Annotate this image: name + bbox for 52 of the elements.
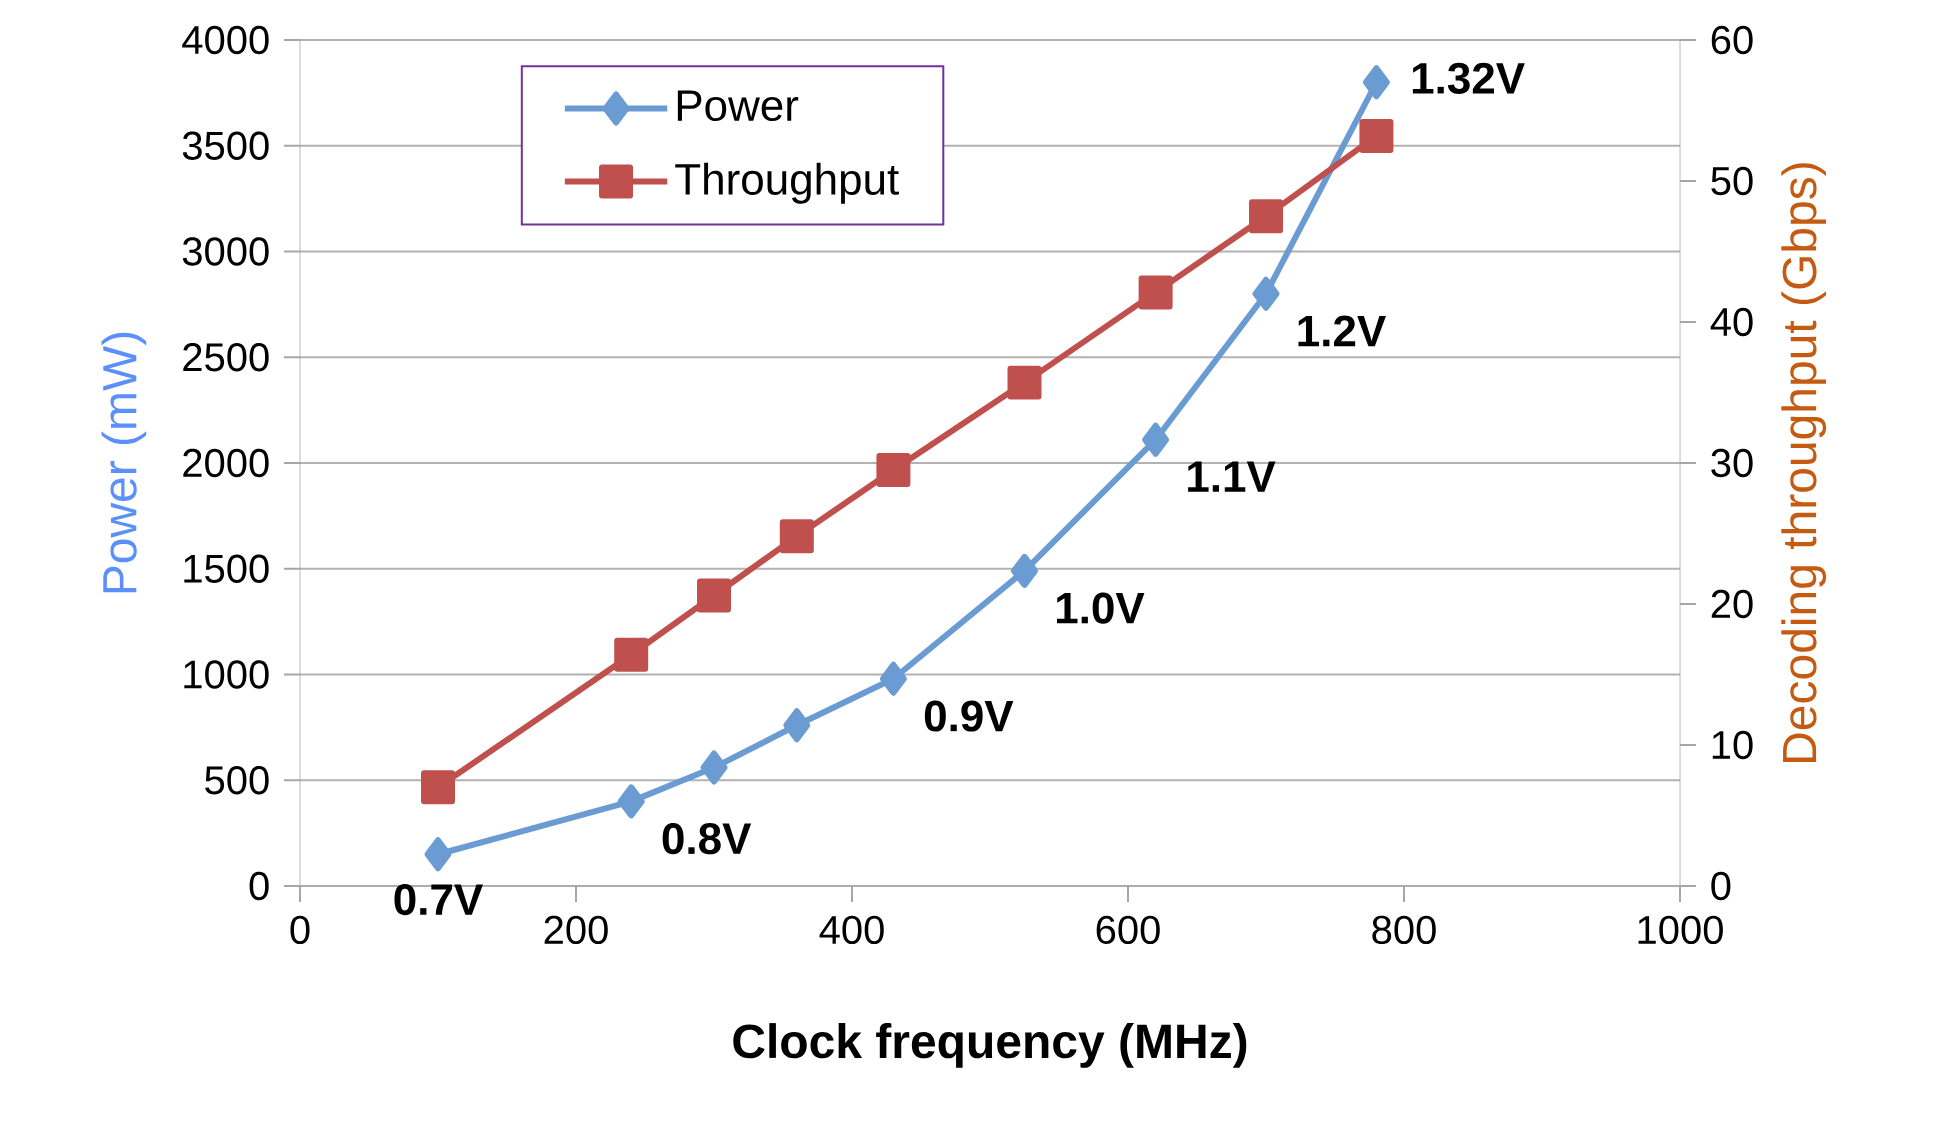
y-tick-label: 1000 [184, 660, 269, 689]
annotation: 1.1V [1188, 461, 1276, 492]
y-tick-label: 3000 [182, 237, 269, 266]
point [876, 453, 911, 488]
legend-label: Throughput [675, 162, 899, 204]
point [614, 637, 649, 672]
annotation: 0.7V [394, 883, 483, 916]
y-axis-title: Power (mW) [101, 332, 147, 593]
point [779, 519, 814, 554]
y-tick-label: 3500 [182, 131, 269, 160]
point [1362, 65, 1390, 100]
point [1252, 276, 1280, 311]
legend-label: Power [677, 90, 799, 122]
point [421, 770, 456, 805]
y-tick-label: 1500 [184, 554, 269, 583]
point [879, 661, 907, 696]
y2-tick-label: 40 [1710, 307, 1753, 337]
point [697, 578, 732, 613]
y2-tick-label: 60 [1711, 25, 1753, 55]
y-tick-label: 4000 [182, 25, 269, 55]
y2-tick-label: 20 [1711, 589, 1753, 619]
y2-tick-label: 30 [1711, 448, 1753, 478]
annotation: 1.32V [1412, 62, 1525, 94]
point [1011, 553, 1039, 588]
point [700, 750, 728, 785]
point [1142, 422, 1170, 457]
point [1249, 199, 1284, 234]
y2-axis-title: Decoding throughput (Gbps) [1781, 163, 1827, 762]
x-tick-label: 0 [290, 915, 310, 945]
annotation: 0.9V [924, 700, 1014, 732]
point [617, 784, 645, 819]
annotation: 1.2V [1298, 315, 1386, 347]
y2-tick-label: 10 [1712, 730, 1753, 760]
y-tick-label: 500 [205, 766, 269, 795]
x-tick-label: 200 [544, 915, 608, 945]
point [783, 708, 811, 743]
annotation: 0.8V [662, 823, 752, 855]
x-tick-label: 800 [1372, 915, 1436, 945]
point [1007, 365, 1042, 400]
x-tick-label: 600 [1096, 915, 1160, 945]
point [1359, 118, 1394, 153]
y-tick-label: 2500 [183, 343, 269, 372]
y-tick-label: 2000 [183, 448, 269, 478]
point [424, 837, 452, 872]
y2-tick-label: 50 [1711, 166, 1753, 196]
x-axis-title: Clock frequency (MHz) [733, 1023, 1247, 1068]
x-tick-label: 400 [819, 915, 884, 945]
point [1138, 275, 1173, 310]
annotation: 1.0V [1057, 592, 1145, 624]
y2-tick-label: 0 [1711, 871, 1731, 901]
x-tick-label: 1000 [1638, 915, 1723, 945]
y-tick-label: 0 [249, 871, 269, 901]
